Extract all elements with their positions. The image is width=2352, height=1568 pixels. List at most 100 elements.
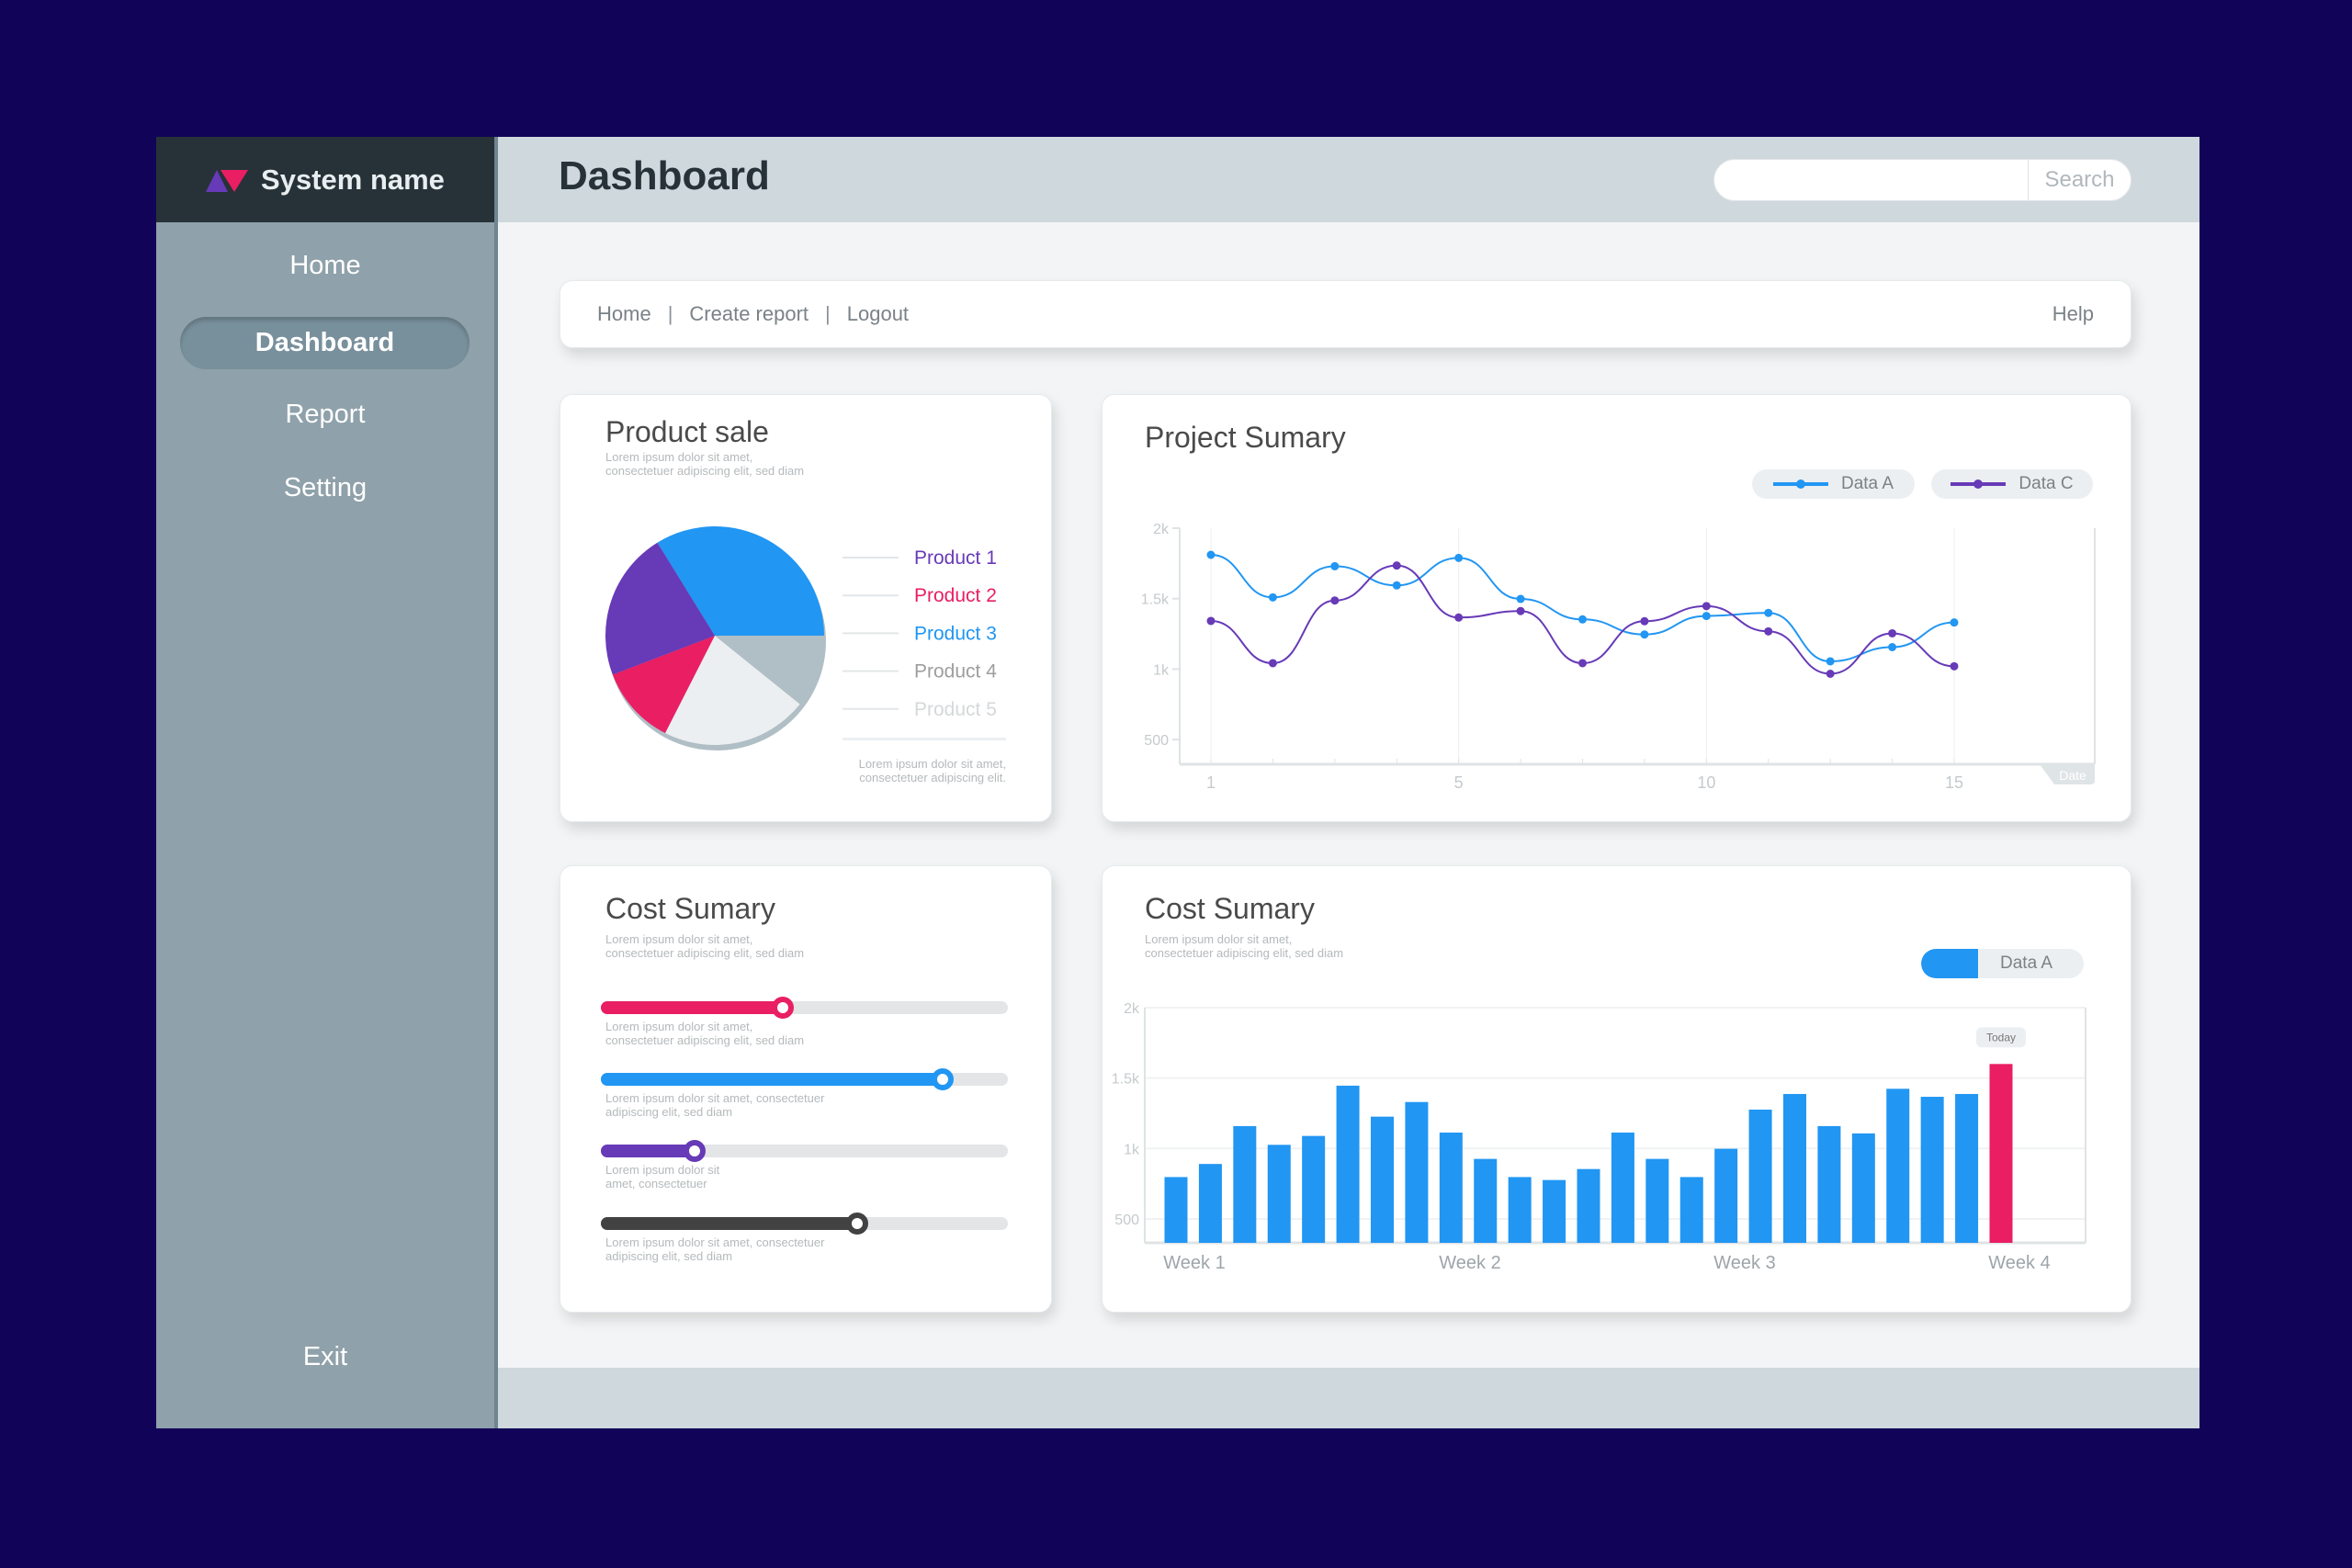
y-tick-label: 1.5k (1112, 1072, 1140, 1088)
legend-label: Product 3 (914, 623, 997, 644)
sidebar-item-dashboard[interactable]: Dashboard (180, 317, 469, 369)
slider[interactable] (601, 1213, 1008, 1235)
top-nav: Home | Create report | Logout Help (560, 280, 2132, 348)
slider-fill (601, 1145, 695, 1157)
caption-line: amet, consectetuer (605, 1177, 707, 1190)
data-point (1330, 561, 1340, 570)
legend-data-c[interactable]: Data C (1931, 469, 2093, 499)
y-tick-label: 500 (1144, 733, 1169, 749)
search-input[interactable] (1714, 160, 2028, 200)
card-title: Cost Sumary (605, 892, 775, 925)
project-summary-card: Project Sumary Data A Data C 1 5 10 15 2k 1.5… (1102, 394, 2132, 822)
slider-fill (601, 1001, 783, 1014)
caption-line: consectetuer adipiscing elit, sed diam (605, 1033, 805, 1047)
line-marker-icon (1772, 479, 1828, 489)
data-point (1516, 594, 1525, 604)
caption-line: Lorem ipsum dolor sit (605, 1163, 720, 1177)
legend-data-a[interactable]: Data A (1752, 469, 1915, 499)
pie-slice (605, 542, 715, 675)
bar (1405, 1101, 1429, 1243)
brand: System name (156, 137, 494, 222)
nav-create-report-link[interactable]: Create report (689, 302, 809, 325)
bar (1336, 1085, 1360, 1243)
x-tick-label: Week 1 (1163, 1253, 1225, 1273)
bar (1543, 1179, 1566, 1243)
bar (1371, 1116, 1394, 1243)
caption-line: adipiscing elit, sed diam (605, 1105, 733, 1119)
sidebar-item-exit[interactable]: Exit (302, 1342, 348, 1371)
bar (1302, 1135, 1326, 1243)
nav-logout-link[interactable]: Logout (846, 302, 910, 325)
nav-home-link[interactable]: Home (597, 302, 651, 325)
data-point (1826, 657, 1835, 666)
y-tick-label: 2k (1153, 522, 1170, 537)
search-button[interactable]: Search (2028, 160, 2131, 200)
data-point (1640, 616, 1649, 626)
line-marker-icon (1951, 479, 2007, 489)
bar (1164, 1177, 1188, 1243)
slider-handle[interactable] (771, 997, 794, 1019)
sidebar: System name Home Dashboard Report Settin… (156, 137, 498, 1428)
bar (1714, 1148, 1738, 1243)
x-tick-label: Week 2 (1439, 1253, 1500, 1273)
desc-line: Lorem ipsum dolor sit amet, (1145, 932, 1293, 946)
data-point (1950, 618, 1959, 627)
data-point (1764, 608, 1773, 617)
xlabel-tab (2040, 764, 2095, 784)
slider-caption: Lorem ipsum dolor sit amet, consectetuer… (605, 1091, 824, 1119)
data-point (1454, 613, 1464, 622)
desc-line: consectetuer adipiscing elit, sed diam (1145, 946, 1344, 960)
pie-slice (657, 526, 824, 636)
caption-line: Lorem ipsum dolor sit amet, consectetuer (605, 1091, 825, 1105)
pie-slice (612, 636, 715, 734)
sidebar-item-home[interactable]: Home (289, 251, 361, 280)
main: Dashboard Search Home | Create report | … (498, 137, 2199, 1428)
desc-line: consectetuer adipiscing elit, sed diam (605, 946, 805, 960)
today-tooltip (1976, 1027, 2026, 1048)
slider[interactable] (601, 997, 1008, 1019)
legend-swatch (1921, 949, 1978, 978)
bar (1645, 1158, 1669, 1243)
slider[interactable] (601, 1140, 1008, 1162)
data-point (1392, 581, 1401, 590)
caption-line: adipiscing elit, sed diam (605, 1249, 733, 1263)
header: Dashboard Search (498, 137, 2199, 222)
data-point (1888, 642, 1897, 651)
desc-line: Lorem ipsum dolor sit amet, (605, 450, 753, 464)
legend-label: Data A (1840, 474, 1894, 493)
slider-handle[interactable] (932, 1068, 955, 1090)
card-description: Lorem ipsum dolor sit amet, consectetuer … (605, 932, 804, 960)
sidebar-item-report[interactable]: Report (285, 400, 366, 429)
slider-caption: Lorem ipsum dolor sit amet, consectetuer … (605, 1020, 804, 1047)
desc-line: consectetuer adipiscing elit, sed diam (605, 464, 805, 478)
pie-slice (715, 635, 824, 705)
data-point (1950, 661, 1959, 671)
y-tick-label: 1.5k (1141, 592, 1170, 608)
data-point (1702, 602, 1711, 611)
logo-icon (206, 169, 249, 192)
bar (1748, 1109, 1772, 1243)
help-link[interactable]: Help (2052, 302, 2094, 325)
cost-summary-sliders-card: Cost Sumary Lorem ipsum dolor sit amet, c… (560, 865, 1052, 1313)
system-name: System name (261, 163, 445, 196)
x-tick-label: Week 3 (1713, 1253, 1775, 1273)
bar (1439, 1132, 1463, 1243)
page-title: Dashboard (559, 153, 770, 198)
foot-line: consectetuer adipiscing elit. (859, 771, 1006, 784)
data-point (1516, 606, 1525, 615)
pie-chart: Product 1 Product 2 Product 3 Product 4 Prod… (605, 526, 997, 750)
card-description: Lorem ipsum dolor sit amet, consectetuer … (1145, 932, 1343, 960)
bar (1886, 1089, 1910, 1243)
slider[interactable] (601, 1068, 1008, 1090)
slider-handle[interactable] (683, 1140, 706, 1162)
legend-data-a[interactable]: Data A (1921, 949, 2084, 978)
data-point (1206, 616, 1216, 626)
sidebar-item-setting[interactable]: Setting (283, 473, 368, 502)
slider-handle[interactable] (846, 1213, 869, 1235)
bar (1267, 1145, 1291, 1243)
data-point (1702, 612, 1711, 621)
divider (842, 738, 1006, 740)
bar (1817, 1125, 1841, 1243)
card-footnote: Lorem ipsum dolor sit amet, consectetuer … (859, 757, 1006, 784)
